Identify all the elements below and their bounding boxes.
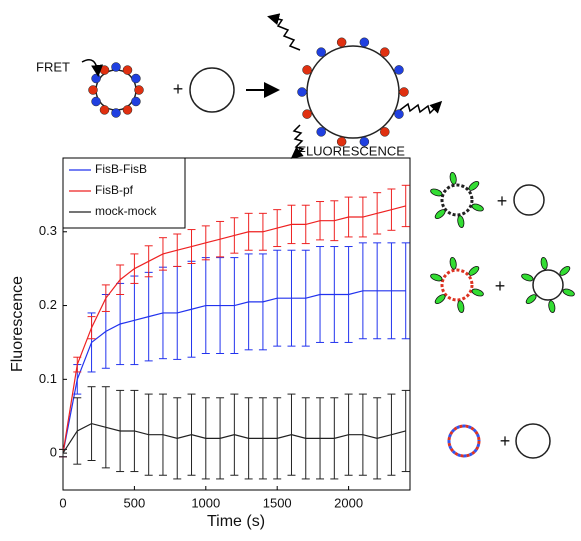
protein [135, 86, 144, 95]
protein [548, 300, 556, 313]
protein [92, 74, 101, 83]
figure: FRET FLUORESCENCE Time (s) Fluorescence … [0, 0, 581, 541]
protein [337, 38, 346, 47]
protein [394, 110, 403, 119]
y-tick-label: 0.2 [39, 297, 57, 312]
legend-label: FisB-FisB [95, 162, 147, 176]
protein [394, 65, 403, 74]
vesicle [442, 185, 472, 215]
vesicle [307, 46, 399, 138]
x-axis-label: Time (s) [207, 513, 265, 530]
legend-label: FisB-pf [95, 183, 134, 197]
plus-sign: + [495, 276, 506, 296]
protein [303, 65, 312, 74]
fret-label: FRET [36, 59, 70, 74]
plus-sign: + [500, 431, 511, 451]
protein [380, 48, 389, 57]
y-tick-label: 0 [50, 445, 57, 460]
protein [434, 208, 447, 220]
x-tick-label: 1500 [263, 495, 292, 510]
protein [525, 293, 538, 305]
y-axis-label: Fluorescence [9, 276, 26, 372]
protein [540, 257, 548, 270]
vesicle [442, 270, 472, 300]
x-tick-label: 2000 [334, 495, 363, 510]
protein [471, 288, 484, 298]
y-tick-label: 0.3 [39, 223, 57, 238]
protein [123, 105, 132, 114]
protein [131, 97, 140, 106]
protein [123, 66, 132, 75]
plus-sign: + [497, 191, 508, 211]
protein [112, 63, 121, 72]
vesicle [514, 185, 544, 215]
protein [449, 257, 457, 270]
protein [558, 265, 571, 277]
y-tick-label: 0.1 [39, 371, 57, 386]
vesicle [190, 68, 234, 112]
protein [449, 172, 457, 185]
emission-arrow [270, 17, 300, 50]
protein [317, 48, 326, 57]
legend-label: mock-mock [95, 204, 157, 218]
protein [100, 66, 109, 75]
protein [457, 215, 465, 228]
protein [317, 127, 326, 136]
fluorescence-label: FLUORESCENCE [298, 143, 405, 158]
plus-sign: + [173, 79, 184, 99]
protein [298, 88, 307, 97]
protein [471, 203, 484, 213]
protein [457, 300, 465, 313]
protein [360, 137, 369, 146]
protein [434, 293, 447, 305]
protein [430, 273, 443, 283]
protein [430, 188, 443, 198]
vesicle [533, 270, 563, 300]
page: {"chart_data": {"type": "line", "x_label… [0, 0, 581, 541]
protein [380, 127, 389, 136]
protein [521, 273, 534, 283]
vesicle [96, 70, 136, 110]
protein [360, 38, 369, 47]
x-tick-label: 1000 [191, 495, 220, 510]
protein [337, 137, 346, 146]
protein [303, 110, 312, 119]
protein [89, 86, 98, 95]
protein [131, 74, 140, 83]
x-tick-label: 0 [59, 495, 66, 510]
fret-arrow [82, 60, 98, 74]
vesicle [516, 424, 550, 458]
protein [400, 88, 409, 97]
x-tick-label: 500 [124, 495, 146, 510]
protein [92, 97, 101, 106]
protein [562, 288, 575, 298]
emission-arrow [400, 103, 440, 113]
protein [100, 105, 109, 114]
protein [467, 265, 480, 277]
protein [467, 180, 480, 192]
protein [112, 109, 121, 118]
